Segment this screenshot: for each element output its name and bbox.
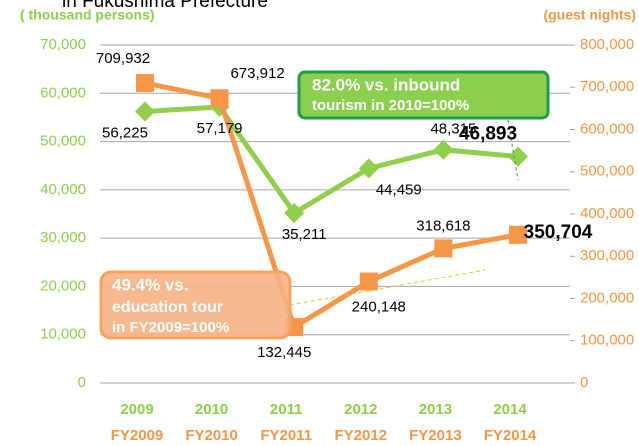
- x-tick-label: 2009: [120, 401, 153, 418]
- annotation-box: [99, 270, 292, 340]
- chart-title: in Fukushima Prefecture: [62, 0, 268, 12]
- value-label: 56,225: [102, 124, 148, 141]
- callout-line: [507, 119, 519, 181]
- marker: [509, 225, 527, 244]
- marker: [136, 74, 154, 93]
- value-label: 57,179: [197, 120, 243, 137]
- value-label: 709,932: [96, 50, 150, 67]
- marker: [359, 272, 378, 291]
- y-axis-label: ( thousand persons): [20, 7, 155, 23]
- y-tick-label: 60,000: [40, 84, 86, 101]
- y-tick-label: 30,000: [40, 229, 86, 246]
- x-tick-label: 2010: [195, 401, 228, 418]
- x2-tick-label: FY2011: [260, 427, 312, 444]
- x2-tick-label: FY2012: [335, 427, 388, 444]
- marker: [210, 89, 229, 108]
- annotation: education tour: [112, 299, 223, 316]
- y2-tick-label: 700,000: [580, 78, 634, 95]
- marker: [433, 139, 454, 160]
- marker: [284, 202, 305, 223]
- value-label: 48,315: [430, 121, 476, 138]
- y2-tick-label: 200,000: [580, 289, 634, 306]
- marker: [135, 101, 155, 122]
- x-tick-label: 2013: [419, 401, 452, 418]
- y-tick-label: 0: [78, 374, 86, 391]
- annotation: in FY2009=100%: [112, 319, 229, 336]
- y2-tick-label: 400,000: [580, 205, 634, 222]
- annotation: 49.4% vs.: [112, 275, 189, 294]
- grid: 0 10,000 20,000 30,000 40,000 50,000 60,000 70,…: [40, 36, 634, 444]
- marks: [135, 74, 528, 337]
- y2-tick-label: 600,000: [580, 120, 634, 137]
- series-line: [144, 80, 519, 331]
- value-label: 46,893: [459, 124, 517, 145]
- value-label: 35,211: [282, 226, 327, 243]
- marker: [508, 146, 528, 167]
- callout-line: [289, 269, 486, 306]
- value-label: 318,618: [416, 217, 470, 234]
- value-label: 132,445: [257, 344, 311, 361]
- x-tick-label: 2012: [344, 401, 377, 418]
- x-tick-label: 2014: [493, 401, 527, 418]
- y2-tick-label: 100,000: [580, 332, 634, 349]
- value-label: 240,148: [352, 299, 406, 316]
- y2-axis-label: (guest nights): [543, 7, 636, 23]
- series-line: [144, 104, 519, 217]
- x-tick-label: 2011: [270, 401, 303, 418]
- value-label: 350,704: [524, 222, 593, 243]
- y2-tick-label: 500,000: [580, 163, 634, 180]
- y2-tick-label: 0: [580, 374, 588, 391]
- y2-tick-label: 300,000: [580, 247, 634, 264]
- marker: [434, 239, 453, 258]
- value-label: 673,912: [230, 65, 284, 82]
- y-tick-label: 70,000: [40, 36, 86, 53]
- value-label: 44,459: [376, 181, 422, 198]
- x2-tick-label: FY2010: [185, 427, 238, 444]
- y2-tick-label: 800,000: [580, 36, 634, 53]
- y-tick-label: 50,000: [40, 133, 86, 150]
- annotation: tourism in 2010=100%: [312, 97, 469, 114]
- y-tick-label: 10,000: [40, 326, 86, 343]
- x2-tick-label: FY2013: [409, 427, 462, 444]
- annotation: 82.0% vs. inbound: [312, 75, 460, 94]
- annotation-box: [297, 70, 550, 120]
- x2-tick-label: FY2009: [111, 427, 164, 444]
- x2-tick-label: FY2014: [484, 427, 537, 444]
- y-tick-label: 40,000: [40, 181, 86, 198]
- marker: [358, 158, 379, 179]
- y-tick-label: 20,000: [40, 277, 86, 294]
